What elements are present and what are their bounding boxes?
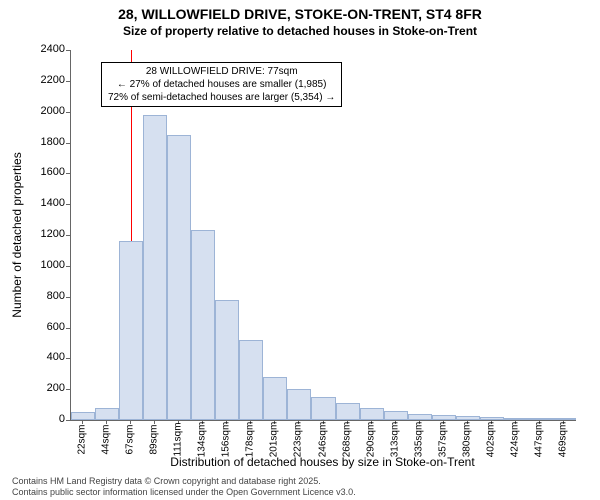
x-tick-label: 447sqm	[533, 410, 544, 470]
x-tick-label: 268sqm	[341, 410, 352, 470]
y-tick-mark	[66, 389, 70, 390]
annotation-line-1: 28 WILLOWFIELD DRIVE: 77sqm	[108, 65, 335, 78]
footer-line-1: Contains HM Land Registry data © Crown c…	[12, 476, 356, 487]
y-tick-mark	[66, 420, 70, 421]
histogram-bar	[215, 300, 239, 420]
y-tick-label: 800	[15, 290, 65, 302]
y-tick-mark	[66, 143, 70, 144]
y-tick-label: 1000	[15, 259, 65, 271]
histogram-bar	[167, 135, 191, 420]
x-tick-label: 156sqm	[221, 410, 232, 470]
histogram-bar	[239, 340, 263, 420]
x-tick-label: 44sqm	[101, 410, 112, 470]
y-tick-mark	[66, 112, 70, 113]
x-tick-label: 335sqm	[413, 410, 424, 470]
annotation-line-2: ← 27% of detached houses are smaller (1,…	[108, 78, 335, 91]
y-tick-mark	[66, 50, 70, 51]
footer-line-2: Contains public sector information licen…	[12, 487, 356, 498]
y-tick-label: 2400	[15, 43, 65, 55]
histogram-bar	[191, 230, 215, 420]
chart-title: 28, WILLOWFIELD DRIVE, STOKE-ON-TRENT, S…	[0, 6, 600, 22]
x-tick-label: 178sqm	[245, 410, 256, 470]
y-tick-label: 0	[15, 413, 65, 425]
x-tick-label: 402sqm	[485, 410, 496, 470]
x-tick-label: 469sqm	[557, 410, 568, 470]
y-tick-mark	[66, 358, 70, 359]
y-tick-label: 200	[15, 382, 65, 394]
x-tick-label: 290sqm	[365, 410, 376, 470]
histogram-bar	[143, 115, 167, 420]
chart-footer: Contains HM Land Registry data © Crown c…	[12, 476, 356, 498]
x-tick-label: 223sqm	[293, 410, 304, 470]
y-tick-label: 2000	[15, 105, 65, 117]
y-tick-mark	[66, 173, 70, 174]
y-tick-label: 1800	[15, 136, 65, 148]
y-tick-label: 1200	[15, 228, 65, 240]
x-tick-label: 424sqm	[509, 410, 520, 470]
y-tick-mark	[66, 235, 70, 236]
y-tick-mark	[66, 204, 70, 205]
x-tick-label: 111sqm	[173, 410, 184, 470]
y-tick-label: 1400	[15, 197, 65, 209]
y-tick-label: 600	[15, 321, 65, 333]
y-tick-label: 2200	[15, 74, 65, 86]
x-tick-label: 380sqm	[461, 410, 472, 470]
chart-container: 28, WILLOWFIELD DRIVE, STOKE-ON-TRENT, S…	[0, 0, 600, 500]
x-tick-label: 134sqm	[197, 410, 208, 470]
plot-area: 28 WILLOWFIELD DRIVE: 77sqm ← 27% of det…	[70, 50, 576, 421]
histogram-bar	[119, 241, 143, 420]
annotation-line-3: 72% of semi-detached houses are larger (…	[108, 91, 335, 104]
annotation-box: 28 WILLOWFIELD DRIVE: 77sqm ← 27% of det…	[101, 62, 342, 107]
y-tick-label: 400	[15, 351, 65, 363]
x-tick-label: 89sqm	[149, 410, 160, 470]
x-tick-label: 313sqm	[389, 410, 400, 470]
x-tick-label: 22sqm	[77, 410, 88, 470]
x-tick-label: 67sqm	[125, 410, 136, 470]
x-tick-label: 357sqm	[437, 410, 448, 470]
y-tick-mark	[66, 81, 70, 82]
y-tick-label: 1600	[15, 166, 65, 178]
x-tick-label: 246sqm	[317, 410, 328, 470]
y-tick-mark	[66, 297, 70, 298]
x-tick-label: 201sqm	[269, 410, 280, 470]
y-tick-mark	[66, 266, 70, 267]
y-tick-mark	[66, 328, 70, 329]
chart-subtitle: Size of property relative to detached ho…	[0, 24, 600, 38]
